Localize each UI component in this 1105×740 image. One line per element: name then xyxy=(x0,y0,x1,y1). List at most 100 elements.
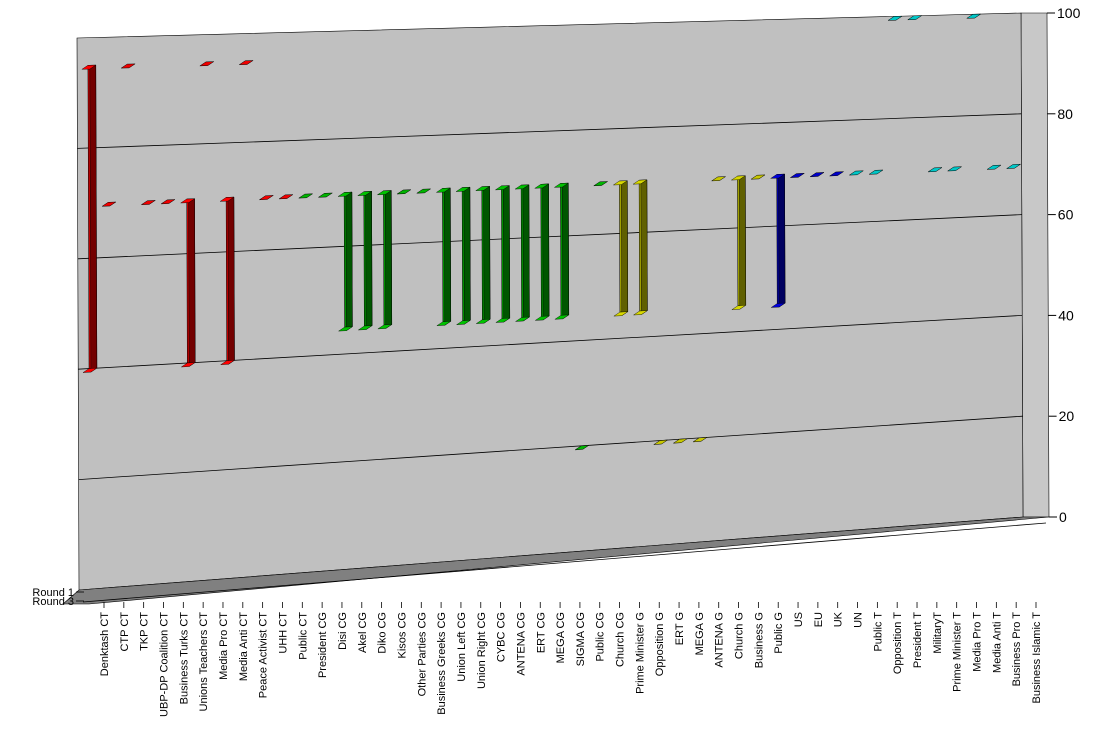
x-tick-label: MEGA G xyxy=(694,612,706,655)
bar-side xyxy=(365,190,373,330)
bar-cap xyxy=(120,63,136,69)
x-axis: Denktash CT CTP CT TKP CT UBP-DP Coalition … xyxy=(82,522,1047,717)
bar-top xyxy=(357,191,373,196)
x-tick-label: Union Left CG xyxy=(456,612,468,682)
x-tick-label: ANTENA CG xyxy=(515,612,527,676)
chart-walls xyxy=(62,12,1050,605)
bar-cap xyxy=(906,15,923,21)
bar-top xyxy=(337,191,353,197)
bar-cap xyxy=(809,172,825,178)
x-tick-label: UBP-DP Coalition CT xyxy=(158,612,170,717)
bar-base xyxy=(82,367,98,373)
bar-cap xyxy=(574,444,590,451)
x-tick-label: Media Pro CT xyxy=(218,612,230,680)
bar-base xyxy=(436,321,452,326)
x-tick-label: Disi CG xyxy=(337,612,349,650)
back-wall xyxy=(76,12,1024,591)
y-tick-label: 0 xyxy=(1059,509,1067,525)
bar-side xyxy=(385,190,393,329)
bar-side xyxy=(188,198,196,367)
gridline xyxy=(77,214,1022,260)
x-tick-label: Public T xyxy=(872,612,884,652)
bar-side xyxy=(562,182,570,320)
y-axis: 0 20 40 60 80 100 xyxy=(1047,5,1081,525)
x-tick-label: Media Pro T xyxy=(972,612,984,672)
bar-top xyxy=(455,186,471,192)
bar-top xyxy=(730,175,747,181)
x-tick-label: Public CT xyxy=(297,612,309,660)
x-tick-label: Akel CG xyxy=(357,612,369,653)
x-tick-label: MEGA CG xyxy=(555,612,567,663)
x-tick-label: Other Parties CG xyxy=(416,612,428,696)
bar-side xyxy=(463,186,471,325)
x-tick-label: Business Pro T xyxy=(1011,612,1023,687)
bar-cap xyxy=(140,200,157,205)
bar-cap xyxy=(415,188,432,194)
bar-cap xyxy=(652,439,669,445)
bar-cap xyxy=(592,181,609,187)
bar-top xyxy=(494,185,511,191)
x-tick-label: Media Anti CT xyxy=(238,612,250,681)
side-wall xyxy=(1020,12,1050,518)
x-tick-label: ERT CG xyxy=(535,612,547,653)
bar-top xyxy=(81,64,97,70)
bar-top xyxy=(514,184,530,190)
bar-base xyxy=(455,319,472,325)
y-tick-label: 40 xyxy=(1058,307,1074,323)
bar-cap xyxy=(199,61,215,67)
bar-side xyxy=(483,186,491,324)
x-tick-label: Union Right CG xyxy=(476,612,488,689)
x-tick-label: Prime Minister T xyxy=(952,612,964,692)
bar-top xyxy=(632,179,648,185)
gridline xyxy=(78,415,1023,480)
bar-cap xyxy=(887,15,903,21)
x-tick-label: MilitaryT xyxy=(932,612,944,654)
bar-cap xyxy=(160,199,176,205)
x-tick-label: UK xyxy=(833,611,845,627)
bar-cap xyxy=(946,166,963,172)
x-tick-label: UHH CT xyxy=(277,612,289,654)
bar-cap xyxy=(927,167,943,173)
x-tick-label: ANTENA G xyxy=(714,612,726,668)
bar-top xyxy=(376,190,393,196)
x-tick-label: Business Islamic T xyxy=(1031,612,1043,704)
x-tick-label: Media Anti T xyxy=(991,612,1003,673)
bar-cap xyxy=(710,176,727,182)
depth-series-label: Round 1 xyxy=(32,587,74,599)
bar-top xyxy=(534,183,550,189)
bar-cap xyxy=(828,171,845,177)
x-tick-label: CYBC CG xyxy=(496,612,508,662)
bar-side xyxy=(640,179,648,315)
bar-side xyxy=(542,183,550,321)
x-tick-label: Diko CG xyxy=(377,612,389,654)
bar-top xyxy=(769,173,786,179)
x-tick-label: US xyxy=(793,612,805,627)
x-axis-line xyxy=(82,522,1047,603)
bar-top xyxy=(612,180,629,186)
bar-base xyxy=(357,325,373,331)
bar-base xyxy=(180,362,196,368)
x-tick-label: Unions Teachers CT xyxy=(198,612,210,712)
floor xyxy=(62,516,1050,605)
x-tick-label: Public G xyxy=(773,612,785,654)
bar-cap xyxy=(789,173,806,178)
bar-base xyxy=(475,318,491,324)
gridline xyxy=(78,315,1023,370)
bar-side xyxy=(621,180,629,317)
chart-gridlines xyxy=(77,113,1023,480)
x-tick-label: ERT G xyxy=(674,612,686,645)
bar-base xyxy=(731,304,747,310)
bar-side xyxy=(778,173,786,308)
bar-cap xyxy=(672,438,689,444)
x-tick-label: Peace Activist CT xyxy=(258,612,270,698)
x-tick-label: Business G xyxy=(753,612,765,668)
x-tick-label: TKP CT xyxy=(139,612,151,651)
x-tick-label: Church G xyxy=(734,612,746,659)
x-tick-label: UN xyxy=(853,612,865,628)
bar-top xyxy=(435,187,452,193)
bar-base xyxy=(632,310,649,316)
x-tick-label: President T xyxy=(912,612,924,668)
bar-top xyxy=(553,182,570,188)
x-tick-label: CTP CT xyxy=(119,612,131,652)
